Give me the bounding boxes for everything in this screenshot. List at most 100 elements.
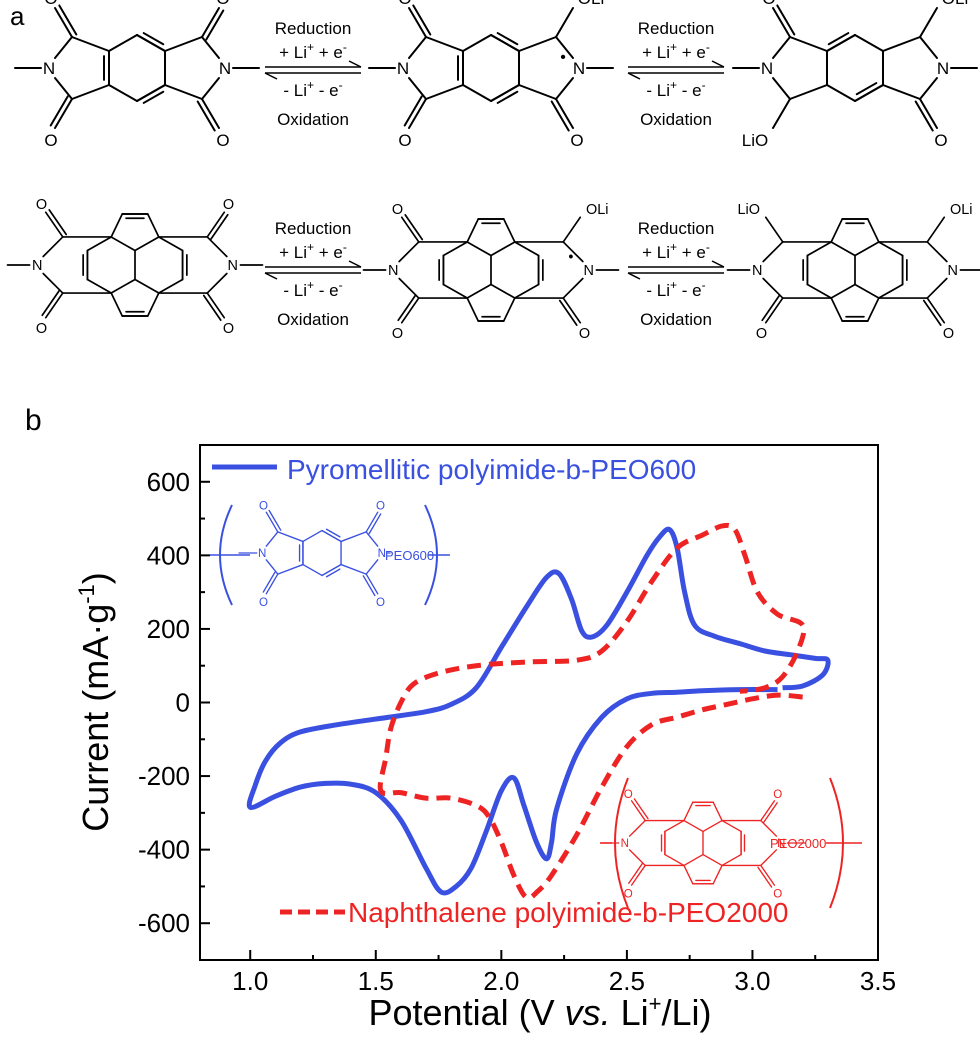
naphthalene-structure-inset: N N O O O O PEO2000: [600, 777, 862, 909]
bond: [518, 36, 557, 52]
bond: [761, 294, 781, 322]
bond: [855, 82, 878, 96]
bond: [134, 278, 160, 294]
pmdi-neutral: N N O O O O: [14, 0, 260, 150]
reduction-species: + Li+ + e-: [642, 240, 710, 262]
bond: [518, 84, 557, 100]
equilibrium-arrow: Reduction + Li+ + e- - Li+ - e- Oxidation: [264, 19, 362, 129]
atom-label: N: [378, 548, 386, 560]
bond: [44, 211, 64, 238]
atom-label: N: [777, 838, 785, 850]
bond: [108, 84, 138, 102]
atom-label: O: [624, 789, 633, 801]
ndi-neutral: N N O O O O: [6, 197, 264, 337]
bond: [772, 7, 791, 38]
bond: [265, 559, 279, 575]
bond: [496, 32, 519, 46]
bond: [628, 819, 646, 837]
bond: [196, 100, 216, 132]
bond: [265, 573, 279, 595]
atom-label: O: [376, 597, 385, 609]
bond: [490, 283, 516, 299]
bond: [877, 241, 904, 257]
bond: [262, 571, 276, 593]
bond: [562, 241, 584, 263]
bond: [762, 802, 778, 824]
atom-label: OLi: [578, 0, 604, 8]
bond: [466, 297, 480, 322]
bond: [201, 36, 220, 59]
pyromellitic-repeat-unit: N N O O O O: [238, 500, 391, 609]
bond: [827, 32, 850, 46]
bond: [302, 563, 323, 577]
atom-label: N: [621, 838, 629, 850]
bond: [277, 563, 304, 575]
x-tick-label: 2.0: [483, 966, 519, 996]
atom-label: O: [762, 0, 775, 8]
bond: [277, 531, 304, 543]
oxidation-label: Oxidation: [277, 110, 349, 129]
atom-label: N: [388, 263, 398, 279]
bond: [86, 236, 113, 252]
atom-label: LiO: [738, 202, 760, 218]
bond: [412, 4, 432, 36]
bond: [712, 864, 723, 885]
bond: [442, 241, 469, 257]
atom-label: N: [43, 59, 55, 78]
bond: [757, 866, 773, 888]
bond: [408, 98, 427, 129]
bond: [854, 84, 884, 102]
x-tick-label: 1.0: [232, 966, 268, 996]
bond: [202, 294, 222, 321]
bond: [562, 297, 582, 324]
bond: [919, 98, 938, 129]
bond: [321, 529, 342, 543]
bond: [922, 299, 942, 326]
bond: [205, 9, 225, 41]
oxidation-species: - Li+ - e-: [646, 278, 705, 300]
bond: [398, 277, 420, 299]
bond: [513, 283, 540, 299]
atom-label: N: [397, 59, 409, 78]
y-tick-label: -400: [138, 835, 190, 865]
bond: [108, 34, 138, 52]
bond: [48, 209, 68, 236]
bond: [54, 36, 73, 59]
atom-label: O: [392, 326, 403, 342]
bond: [466, 241, 492, 257]
bond: [58, 4, 78, 36]
bond: [760, 864, 776, 886]
x-tick-label: 2.5: [609, 966, 645, 996]
bond: [555, 36, 574, 59]
x-tick-label: 3.5: [860, 966, 896, 996]
atom-label: O: [36, 321, 47, 337]
reduction-label: Reduction: [638, 19, 715, 38]
atom-label: OLi: [586, 202, 608, 218]
bond: [490, 34, 520, 52]
bond: [206, 236, 228, 258]
bond: [164, 84, 203, 100]
equilibrium-arrow: Reduction + Li+ + e- - Li+ - e- Oxidation: [264, 219, 362, 329]
reduction-label: Reduction: [275, 219, 352, 238]
bond: [562, 216, 582, 243]
bond: [142, 32, 165, 46]
bond: [712, 801, 723, 822]
oxidation-label: Oxidation: [277, 310, 349, 329]
bond: [42, 272, 64, 294]
bond: [496, 90, 519, 104]
atom-label: O: [398, 131, 411, 150]
bond: [425, 36, 464, 52]
atom-label: O: [259, 597, 268, 609]
reduction-label: Reduction: [275, 19, 352, 38]
bond: [513, 241, 540, 257]
bond: [490, 241, 516, 257]
bond: [760, 819, 778, 837]
bond: [702, 853, 723, 867]
bond: [397, 294, 417, 322]
bond: [926, 297, 946, 324]
bond: [490, 84, 520, 102]
series-line-pyromellitic: [246, 526, 831, 896]
bond: [403, 95, 423, 127]
bond: [555, 98, 574, 129]
bond: [830, 297, 844, 322]
